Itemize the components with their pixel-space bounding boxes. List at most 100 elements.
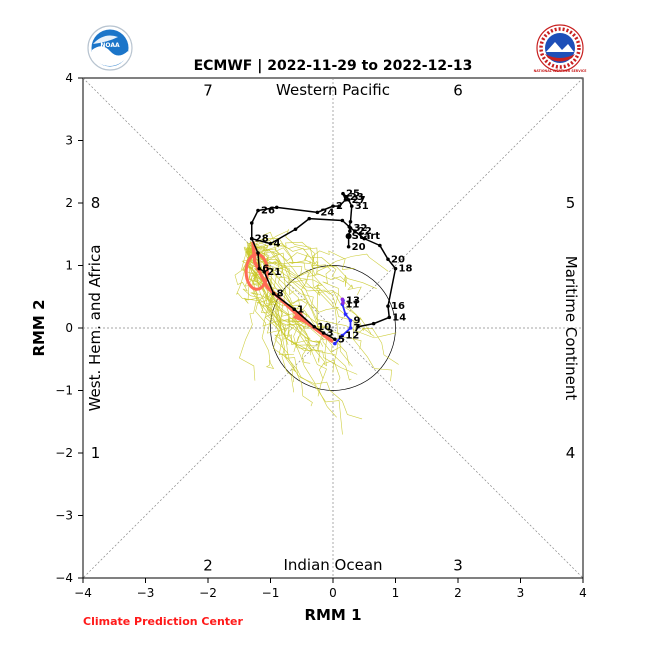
phase-number-8: 8 xyxy=(91,194,101,212)
y-tick-label: 2 xyxy=(65,196,73,210)
nws-logo-icon: NATIONAL WEATHER SERVICE xyxy=(534,24,586,73)
ensemble-mean-line xyxy=(251,241,335,344)
observed-branch-day-label: 20 xyxy=(352,242,366,253)
observed-point xyxy=(348,229,352,233)
noaa-logo-icon: NOAA xyxy=(87,25,133,71)
y-tick-label: 0 xyxy=(65,321,73,335)
observed-point xyxy=(268,241,273,246)
observed-day-label: 4 xyxy=(274,239,281,250)
observed-point xyxy=(362,236,367,241)
forecast-purple-point xyxy=(341,301,345,305)
x-tick-label: −1 xyxy=(262,586,280,600)
observed-point xyxy=(344,194,349,199)
observed-point xyxy=(348,219,353,224)
x-tick-label: −3 xyxy=(137,586,155,600)
observed-point xyxy=(349,204,354,208)
forecast-blue-point xyxy=(343,312,348,317)
phase-number-5: 5 xyxy=(566,194,576,212)
chart-title: ECMWF | 2022-11-29 to 2022-12-13 xyxy=(194,58,473,74)
ensemble-member-trace xyxy=(256,231,348,287)
observed-day-label: 22 xyxy=(358,226,372,237)
observed-point xyxy=(331,204,335,208)
noaa-logo-text: NOAA xyxy=(100,42,120,49)
forecast-blue-day-label: 11 xyxy=(345,299,359,310)
ensemble-member-trace xyxy=(245,250,363,420)
forecast-blue-day-label: 9 xyxy=(354,316,361,327)
ensemble-mean-arrow xyxy=(292,309,309,325)
observed-left-point xyxy=(292,307,297,312)
unit-circle xyxy=(270,265,396,391)
observed-day-label: Start xyxy=(352,231,381,242)
observed-day-label: 2 xyxy=(336,201,343,212)
ensemble-member-trace xyxy=(251,229,377,289)
observed-point xyxy=(371,321,376,326)
observed-point xyxy=(340,218,345,223)
observed-point xyxy=(353,229,357,233)
observed-point xyxy=(337,204,342,208)
forecast-blue-point xyxy=(348,326,353,330)
observed-point xyxy=(274,205,279,210)
observed-left-point xyxy=(321,331,326,335)
observed-day-label: 28 xyxy=(255,234,269,245)
start-marker xyxy=(345,233,352,240)
x-tick-label: 1 xyxy=(392,586,400,600)
y-tick-label: −2 xyxy=(55,446,73,460)
region-indian-ocean: Indian Ocean xyxy=(283,556,382,574)
forecast-blue-day-label: 12 xyxy=(345,331,359,342)
observed-point xyxy=(343,198,348,202)
ensemble-member-trace xyxy=(241,245,352,381)
observed-point xyxy=(315,210,320,215)
ensemble-member-trace xyxy=(249,246,343,435)
ensemble-member-trace xyxy=(256,236,334,308)
observed-point xyxy=(341,191,345,196)
ensemble-member-trace xyxy=(245,247,330,332)
observed-left-point xyxy=(262,269,267,274)
observed-point xyxy=(293,227,298,232)
region-western-pacific: Western Pacific xyxy=(276,81,390,99)
phase-number-7: 7 xyxy=(203,82,213,100)
series-layer xyxy=(244,191,398,346)
ensemble-member-trace xyxy=(253,249,399,365)
ensemble-member-trace xyxy=(252,245,295,393)
observed-point xyxy=(307,216,312,221)
forecast-blue-point xyxy=(333,341,337,346)
observed-day-label: 18 xyxy=(399,264,413,275)
observed-day-label: 24 xyxy=(320,207,334,218)
observed-day-label: 26 xyxy=(261,206,275,217)
phase-number-2: 2 xyxy=(203,557,213,575)
observed-left-day-label: 10 xyxy=(317,322,331,333)
observed-day-label: 23 xyxy=(350,192,364,203)
phase-number-4: 4 xyxy=(566,444,576,462)
region-west-hem-africa: West. Hem. and Africa xyxy=(86,245,104,412)
ensemble-member-trace xyxy=(248,243,311,364)
y-axis-label: RMM 2 xyxy=(30,299,48,356)
y-tick-label: −1 xyxy=(55,384,73,398)
ensemble-member-trace xyxy=(246,248,341,383)
observed-point xyxy=(393,266,398,271)
observed-left-day-label: 5 xyxy=(338,334,345,345)
phase-number-6: 6 xyxy=(453,82,463,100)
observed-left-point xyxy=(271,291,276,296)
observed-point xyxy=(387,315,392,320)
y-tick-label: 1 xyxy=(65,259,73,273)
observed-day-label: 27 xyxy=(352,195,366,206)
x-tick-label: 3 xyxy=(517,586,525,600)
observed-day-label: 25 xyxy=(346,189,360,200)
x-tick-label: 0 xyxy=(329,586,337,600)
observed-left-day-label: 8 xyxy=(277,289,284,300)
observed-left-day-label: 6 xyxy=(262,264,269,275)
observed-left-point xyxy=(256,251,260,255)
observed-day-label: 20 xyxy=(391,254,405,265)
y-tick-label: −4 xyxy=(55,571,73,585)
observed-point xyxy=(356,324,360,329)
forecast-blue-point xyxy=(348,318,353,323)
observed-left-point xyxy=(249,236,254,241)
y-tick-label: 3 xyxy=(65,134,73,148)
forecast-blue-point xyxy=(340,333,345,338)
ensemble-member-trace xyxy=(254,245,362,295)
observed-point xyxy=(249,221,254,225)
